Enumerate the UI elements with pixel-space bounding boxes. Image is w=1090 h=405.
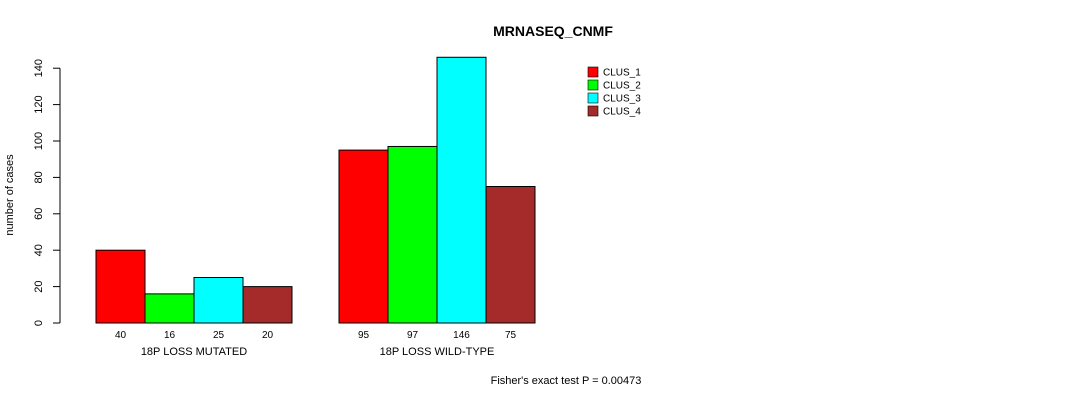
bar-clus_4-group-1 — [242, 286, 293, 324]
bar-clus_2-group-2 — [387, 145, 438, 324]
value-label-clus_4-group-1: 20 — [262, 330, 274, 341]
group-label-2: 18P LOSS WILD-TYPE — [380, 346, 495, 358]
bar-clus_1-group-2 — [338, 149, 389, 324]
y-axis-tick-label: 40 — [33, 244, 45, 256]
y-axis-tick-label: 20 — [33, 280, 45, 292]
legend-label-clus_2: CLUS_2 — [603, 81, 641, 92]
value-label-clus_3-group-2: 146 — [453, 330, 470, 341]
y-axis: 0 20 40 60 80 100 120 140 — [33, 59, 61, 326]
bar-clus_2-group-1 — [144, 293, 195, 324]
group-label-1: 18P LOSS MUTATED — [141, 346, 247, 358]
chart-title: MRNASEQ_CNMF — [493, 23, 613, 39]
bar-clus_3-group-1 — [193, 277, 244, 324]
legend-swatch-clus_4 — [587, 105, 599, 117]
value-label-clus_3-group-1: 25 — [213, 330, 225, 341]
legend-label-clus_4: CLUS_4 — [603, 107, 641, 118]
y-axis-tick-label: 120 — [33, 95, 45, 113]
y-axis-tick-label: 60 — [33, 208, 45, 220]
value-label-clus_4-group-2: 75 — [505, 330, 517, 341]
bars-layer — [95, 56, 536, 324]
legend-swatch-clus_1 — [587, 66, 599, 78]
value-label-clus_2-group-2: 97 — [407, 330, 419, 341]
legend: CLUS_1 CLUS_2 CLUS_3 CLUS_4 — [587, 66, 641, 118]
value-labels: 40 16 25 20 95 97 146 75 — [115, 330, 517, 341]
legend-label-clus_3: CLUS_3 — [603, 94, 641, 105]
bar-clus_3-group-2 — [436, 56, 487, 324]
value-label-clus_1-group-1: 40 — [115, 330, 127, 341]
y-axis-label: number of cases — [4, 154, 16, 236]
legend-swatch-clus_2 — [587, 79, 599, 91]
value-label-clus_1-group-2: 95 — [358, 330, 370, 341]
fisher-test-footnote: Fisher's exact test P = 0.00473 — [491, 375, 642, 387]
y-axis-tick-label: 140 — [33, 59, 45, 77]
legend-swatch-clus_3 — [587, 92, 599, 104]
legend-label-clus_1: CLUS_1 — [603, 68, 641, 79]
bar-clus_4-group-2 — [485, 186, 536, 324]
group-labels: 18P LOSS MUTATED 18P LOSS WILD-TYPE — [141, 346, 495, 358]
value-label-clus_2-group-1: 16 — [164, 330, 176, 341]
y-axis-tick-label: 80 — [33, 171, 45, 183]
y-axis-tick-label: 0 — [33, 320, 45, 326]
y-axis-tick-label: 100 — [33, 132, 45, 150]
bar-clus_1-group-1 — [95, 249, 146, 324]
